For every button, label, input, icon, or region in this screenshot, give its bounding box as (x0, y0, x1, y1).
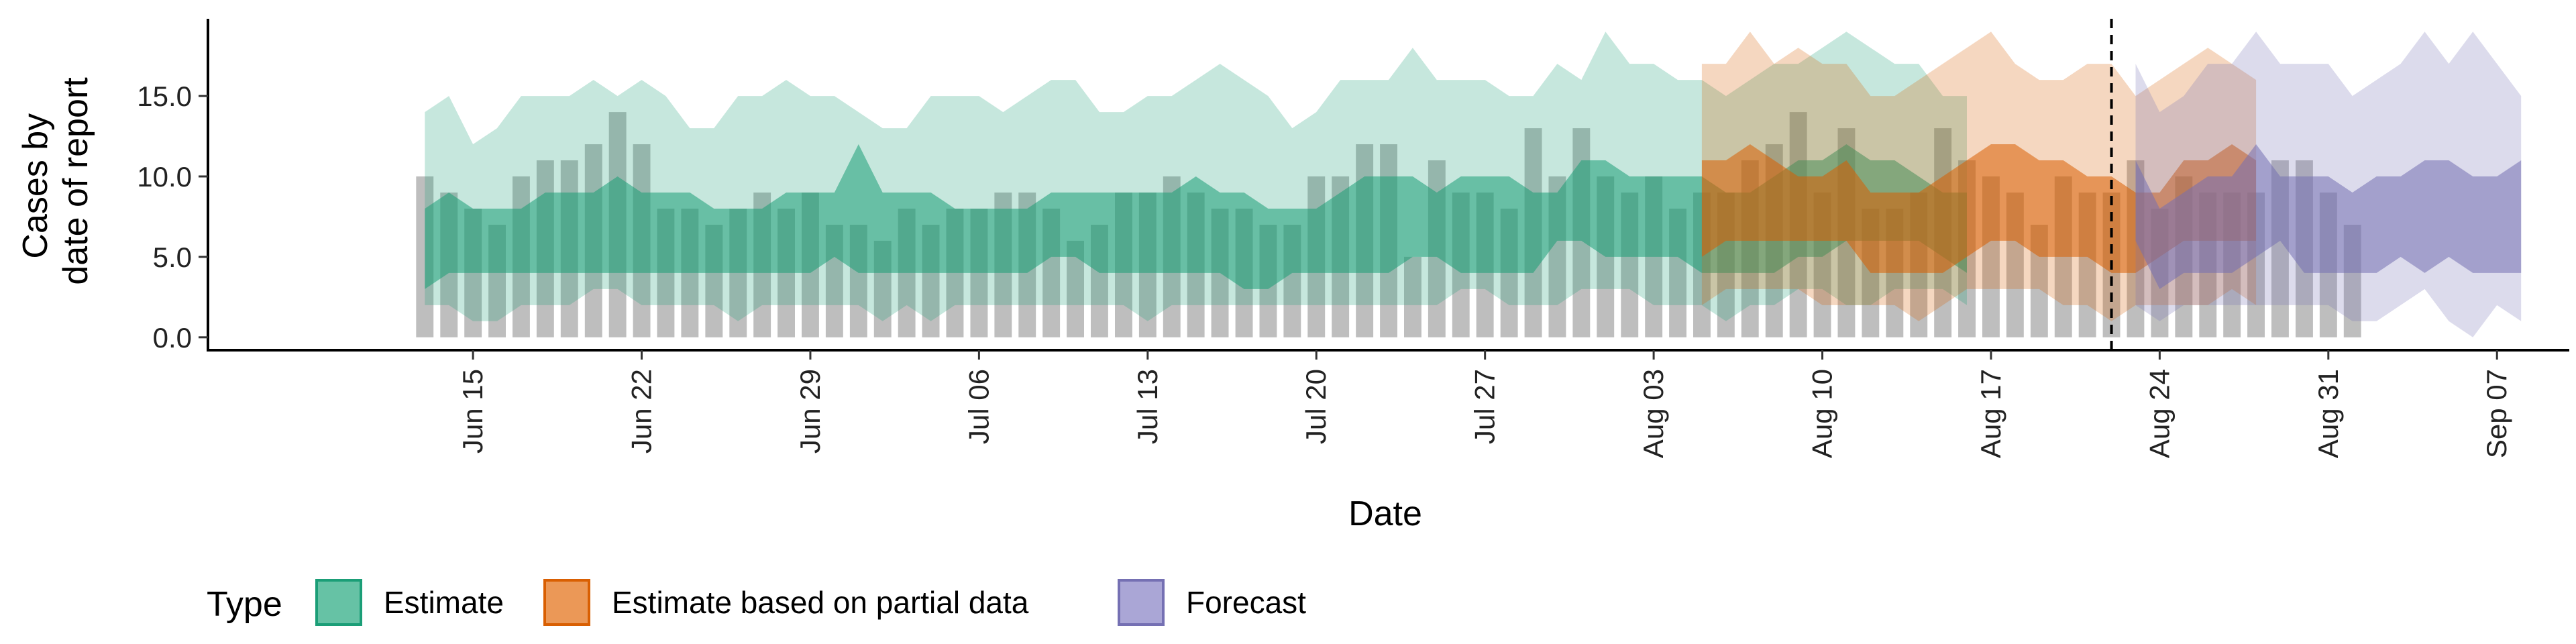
y-axis-title: Cases by date of report (16, 77, 95, 285)
series-1-inner-band (1701, 144, 2257, 273)
legend-label-2: Forecast (1186, 585, 1306, 620)
x-tick-label-3: Jul 06 (963, 369, 994, 444)
legend-key-2 (1118, 579, 1165, 626)
x-tick-label-4: Jul 13 (1132, 369, 1163, 444)
y-axis-title-line-2: date of report (56, 77, 95, 285)
axes-layer (207, 19, 2569, 352)
x-tick-label-10: Aug 24 (2143, 369, 2175, 458)
x-tick-label-11: Aug 31 (2312, 369, 2344, 458)
x-tick-label-12: Sep 07 (2481, 369, 2512, 458)
legend-label-0: Estimate (384, 585, 504, 620)
y-tick-label-0: 0.0 (153, 322, 192, 354)
y-tick-label-2: 10.0 (137, 161, 192, 193)
x-tick-label-0: Jun 15 (457, 369, 488, 453)
x-tick-label-7: Aug 03 (1638, 369, 1669, 458)
legend-key-1 (543, 579, 590, 626)
x-tick-label-1: Jun 22 (626, 369, 657, 453)
x-ticks: Jun 15 Jun 22 Jun 29 Jul 06 Jul 13 Jul 20 Jul … (457, 350, 2512, 458)
y-tick-label-1: 5.0 (153, 241, 192, 273)
legend-title: Type (207, 585, 282, 624)
x-tick-label-2: Jun 29 (794, 369, 826, 453)
x-tick-label-6: Jul 27 (1469, 369, 1501, 444)
series-2-inner-band (2135, 144, 2522, 289)
y-axis-title-line-1: Cases by (16, 113, 55, 259)
legend-key-0 (315, 579, 362, 626)
y-ticks: 0.0 5.0 10.0 15.0 (137, 80, 208, 354)
x-tick-label-5: Jul 20 (1300, 369, 1332, 444)
y-tick-label-3: 15.0 (137, 80, 192, 112)
ribbons-layer (425, 32, 2522, 337)
x-tick-label-9: Aug 17 (1975, 369, 2006, 458)
series-0-inner-band (425, 144, 1967, 289)
legend-label-1: Estimate based on partial data (612, 585, 1029, 620)
legend: Type Estimate Estimate based on partial d… (207, 579, 1306, 626)
x-axis-title: Date (1348, 494, 1422, 533)
bar-41 (1404, 256, 1421, 337)
x-tick-label-8: Aug 10 (1807, 369, 1838, 458)
